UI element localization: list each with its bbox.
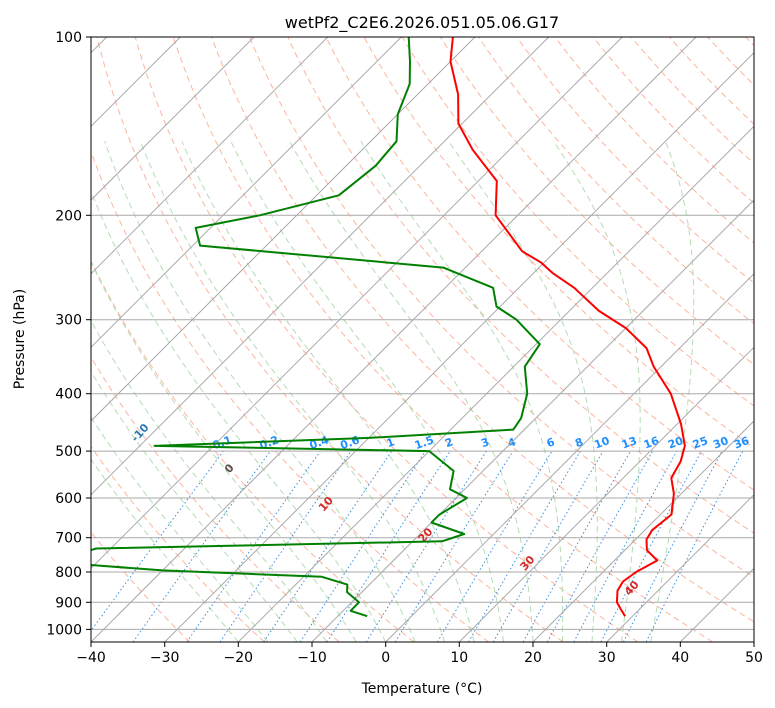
mixing-ratio-line bbox=[132, 450, 271, 642]
isotherm bbox=[164, 51, 754, 642]
mixing-ratio-label: 6 bbox=[545, 435, 557, 450]
y-tick-label: 700 bbox=[55, 531, 82, 547]
y-tick-label: 300 bbox=[55, 313, 82, 329]
mixing-ratio-label: 16 bbox=[642, 434, 661, 452]
dry-adiabat bbox=[91, 356, 340, 642]
isotherm bbox=[91, 37, 476, 422]
isotherm bbox=[237, 125, 754, 642]
mixing-ratio-line bbox=[186, 450, 321, 642]
x-tick-label: 10 bbox=[450, 650, 468, 666]
y-tick-label: 1000 bbox=[46, 622, 82, 638]
y-tick-label: 100 bbox=[55, 30, 82, 46]
x-tick-label: −40 bbox=[76, 650, 106, 666]
mixing-ratio-line bbox=[645, 450, 744, 642]
mixing-ratio-line bbox=[263, 450, 393, 642]
mixing-ratio-line bbox=[522, 450, 631, 642]
mixing-ratio-line bbox=[394, 450, 514, 642]
dry-adiabat bbox=[325, 37, 754, 491]
isotherm bbox=[91, 37, 697, 642]
x-tick-label: 20 bbox=[524, 650, 542, 666]
mixing-ratio-line bbox=[326, 450, 451, 642]
mixing-ratio-label: 8 bbox=[573, 435, 585, 450]
mixing-ratio-label: 3 bbox=[479, 435, 491, 450]
mixing-ratio-label: 30 bbox=[711, 434, 730, 452]
dry-adiabat bbox=[172, 37, 713, 642]
dry-adiabat bbox=[211, 37, 754, 623]
temperature-profile bbox=[449, 37, 686, 617]
dry-adiabat bbox=[249, 37, 754, 578]
x-tick-label: 40 bbox=[671, 650, 689, 666]
dry-adiabat bbox=[516, 37, 754, 284]
dry-adiabat bbox=[287, 37, 754, 534]
y-tick-label: 200 bbox=[55, 208, 82, 224]
mixing-ratio-label: 2 bbox=[443, 435, 455, 450]
y-tick-label: 400 bbox=[55, 387, 82, 403]
mixing-ratio-label: 0.4 bbox=[308, 433, 331, 452]
mixing-ratio-label: 1.5 bbox=[413, 433, 436, 452]
x-axis-label: Temperature (°C) bbox=[361, 681, 483, 697]
y-tick-label: 500 bbox=[55, 444, 82, 460]
plot-frame bbox=[90, 36, 755, 643]
dry-adiabat bbox=[96, 37, 564, 642]
dry-adiabat bbox=[91, 445, 265, 642]
mixing-ratio-line bbox=[91, 450, 224, 632]
mixing-ratio-line bbox=[219, 450, 352, 642]
x-tick-label: −10 bbox=[297, 650, 327, 666]
chart-title: wetPf2_C2E6.2026.051.05.06.G17 bbox=[285, 13, 559, 33]
x-tick-label: −30 bbox=[150, 650, 180, 666]
isotherm bbox=[91, 37, 623, 570]
mixing-ratio-label: 4 bbox=[506, 435, 518, 450]
isotherm bbox=[91, 37, 329, 275]
mixing-ratio-label: 1 bbox=[385, 435, 397, 450]
mixing-ratio-label: 13 bbox=[620, 434, 639, 451]
isotherm bbox=[458, 346, 754, 642]
x-tick-label: −20 bbox=[224, 650, 254, 666]
isotherm bbox=[91, 37, 255, 201]
isotherm bbox=[385, 272, 754, 642]
isotherm bbox=[91, 37, 402, 349]
x-tick-label: 50 bbox=[745, 650, 763, 666]
y-tick-label: 600 bbox=[55, 491, 82, 507]
y-axis-label: Pressure (hPa) bbox=[12, 289, 28, 389]
dry-adiabat bbox=[91, 259, 415, 642]
mixing-ratio-line bbox=[573, 450, 678, 642]
x-tick-label: 0 bbox=[381, 650, 390, 666]
mixing-ratio-line bbox=[546, 450, 654, 642]
mixing-ratio-label: 20 bbox=[666, 434, 685, 452]
dry-adiabat bbox=[134, 37, 639, 642]
plot-area: 0.10.20.40.611.52346810131620253036-100-… bbox=[91, 37, 754, 642]
isotherm bbox=[606, 493, 754, 642]
mixing-ratio-label: 10 bbox=[592, 434, 611, 452]
dewpoint-profile bbox=[91, 37, 541, 618]
axis-ticks: −40 −30 −20 −10 0 10 20 30 40 5010020030040050060… bbox=[46, 30, 763, 666]
isotherm bbox=[532, 420, 754, 642]
y-tick-label: 900 bbox=[55, 595, 82, 611]
mixing-ratio-line bbox=[299, 450, 426, 642]
x-tick-label: 30 bbox=[598, 650, 616, 666]
y-tick-label: 800 bbox=[55, 565, 82, 581]
mixing-ratio-label: 25 bbox=[691, 434, 710, 451]
isotherm bbox=[91, 37, 550, 496]
